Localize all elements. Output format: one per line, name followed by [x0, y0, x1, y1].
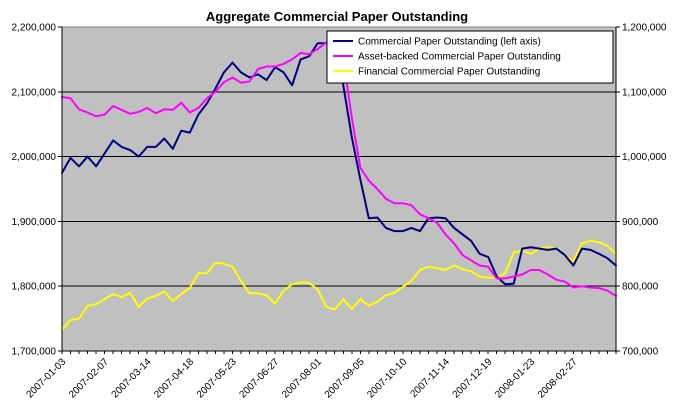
- right-tick-label: 1,200,000: [622, 23, 667, 34]
- left-tick-label: 1,700,000: [12, 347, 57, 358]
- left-tick-label: 2,000,000: [12, 152, 57, 163]
- legend-label: Financial Commercial Paper Outstanding: [358, 67, 540, 78]
- chart-title: Aggregate Commercial Paper Outstanding: [206, 9, 468, 24]
- right-tick-label: 1,100,000: [622, 87, 667, 98]
- right-tick-label: 900,000: [622, 217, 659, 228]
- series-line: [61, 239, 617, 331]
- legend-label: Commercial Paper Outstanding (left axis): [358, 37, 541, 48]
- plot-frame: [61, 26, 617, 352]
- legend: Commercial Paper Outstanding (left axis)…: [326, 30, 614, 84]
- left-tick-label: 2,100,000: [12, 87, 57, 98]
- legend-label: Asset-backed Commercial Paper Outstandin…: [358, 52, 561, 63]
- right-tick-label: 1,000,000: [622, 152, 667, 163]
- right-tick-label: 700,000: [622, 347, 659, 358]
- left-axis: 1,700,000 1,800,000 1,900,000 2,000,000 2,10…: [12, 23, 62, 358]
- left-tick-label: 1,800,000: [12, 282, 57, 293]
- left-tick-label: 2,200,000: [12, 23, 57, 34]
- legend-box: [326, 30, 614, 84]
- right-axis: 700,000 800,000 900,000 1,000,000 1,100,000 1…: [616, 23, 667, 358]
- right-tick-label: 800,000: [622, 282, 659, 293]
- left-tick-label: 1,900,000: [12, 217, 57, 228]
